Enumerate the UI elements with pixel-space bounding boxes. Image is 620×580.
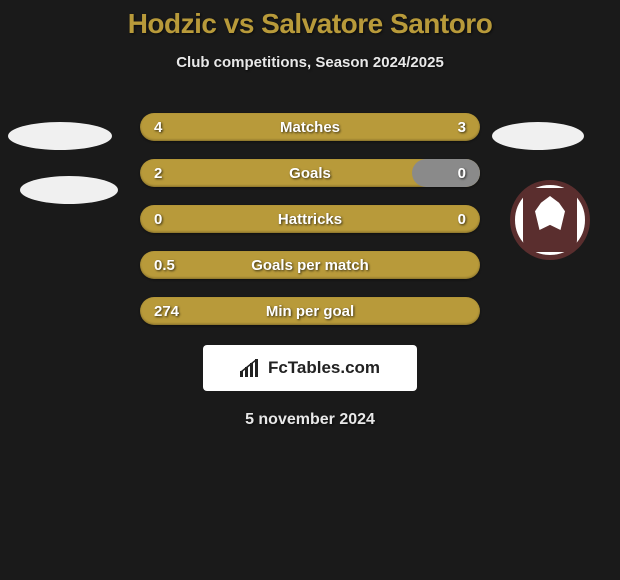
chart-icon: [240, 359, 262, 377]
stat-row: 274 Min per goal: [140, 297, 480, 325]
stat-label: Goals per match: [251, 257, 369, 274]
branding-box: FcTables.com: [203, 345, 417, 391]
stat-value-right: 3: [458, 119, 466, 136]
comparison-card: Hodzic vs Salvatore Santoro Club competi…: [0, 0, 620, 429]
shield-icon: [523, 188, 577, 252]
player-left-avatar-placeholder: [8, 122, 112, 150]
date-text: 5 november 2024: [0, 411, 620, 429]
stat-label: Goals: [289, 165, 331, 182]
stat-value-left: 0: [154, 211, 162, 228]
stat-value-left: 274: [154, 303, 179, 320]
subtitle: Club competitions, Season 2024/2025: [0, 54, 620, 71]
stat-row: 0.5 Goals per match: [140, 251, 480, 279]
stat-row: 2 Goals 0: [140, 159, 480, 187]
stat-value-left: 0.5: [154, 257, 175, 274]
player-left-club-placeholder: [20, 176, 118, 204]
page-title: Hodzic vs Salvatore Santoro: [0, 8, 620, 40]
stat-row: 4 Matches 3: [140, 113, 480, 141]
stat-fill-right: [412, 159, 480, 187]
stat-label: Matches: [280, 119, 340, 136]
stat-label: Min per goal: [266, 303, 354, 320]
player-right-club-badge: [510, 180, 590, 260]
branding-text: FcTables.com: [268, 358, 380, 378]
stat-value-left: 4: [154, 119, 162, 136]
player-right-avatar-placeholder: [492, 122, 584, 150]
stat-row: 0 Hattricks 0: [140, 205, 480, 233]
stat-label: Hattricks: [278, 211, 342, 228]
stat-value-right: 0: [458, 211, 466, 228]
stat-value-right: 0: [458, 165, 466, 182]
stat-value-left: 2: [154, 165, 162, 182]
